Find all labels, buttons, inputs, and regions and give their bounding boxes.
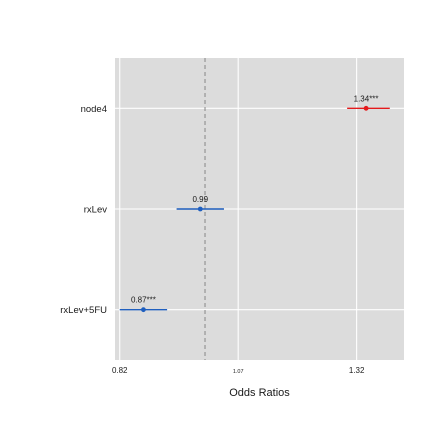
y-tick-label: rxLev [84,205,107,216]
y-tick-labels: node4 rxLev rxLev+5FU [60,104,107,316]
x-axis-label: Odds Ratios [229,387,290,399]
x-tick-label: 1.07 [233,369,244,375]
data-label: 1.34*** [354,94,379,103]
point-node4 [363,105,369,111]
point-rxLev [197,206,203,212]
x-tick-label: 0.82 [112,366,128,375]
x-tick-label: 1.32 [349,366,365,375]
point-rxLev+5FU [141,307,146,313]
y-tick-label: node4 [81,104,107,115]
data-marks: 1.34*** 0.99 0.87*** [119,94,390,313]
data-label: 0.99 [192,195,208,204]
x-tick-labels: 0.82 1.07 1.32 [112,366,365,375]
data-label: 0.87*** [131,296,156,305]
y-tick-label: rxLev+5FU [60,305,107,316]
